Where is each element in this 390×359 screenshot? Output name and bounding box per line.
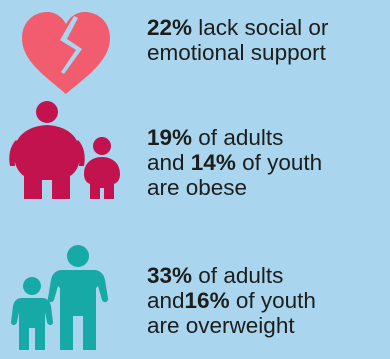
- support-stat: 22% lack social or emotional support: [147, 15, 328, 65]
- overweight-line-1-text: of adults: [192, 263, 284, 288]
- overweight-adult-and-child-icon: [11, 245, 109, 350]
- obese-stat: 19% of adults and 14% of youth are obese: [147, 125, 322, 200]
- obese-adult-and-child-icon: [9, 101, 120, 199]
- overweight-line-3-text: are overweight: [147, 313, 295, 338]
- overweight-line-2-prefix: and: [147, 288, 185, 313]
- overweight-line-2-text: of youth: [229, 288, 316, 313]
- obese-line-1-text: of adults: [192, 125, 284, 150]
- overweight-stat-line-1: 33% of adults: [147, 263, 316, 288]
- obese-line-3-text: are obese: [147, 175, 248, 200]
- obese-line-2-text: of youth: [235, 150, 323, 175]
- obese-line-2-prefix: and: [147, 150, 191, 175]
- obese-adults-percent: 19%: [147, 125, 193, 150]
- support-percent: 22%: [147, 15, 193, 40]
- support-stat-line-1: 22% lack social or: [147, 15, 328, 40]
- overweight-adults-percent: 33%: [147, 263, 193, 288]
- support-line-2-text: emotional support: [147, 40, 326, 65]
- obese-stat-line-2: and 14% of youth: [147, 150, 322, 175]
- obese-stat-line-1: 19% of adults: [147, 125, 322, 150]
- broken-heart-icon: [22, 12, 110, 94]
- overweight-stat-line-2: and16% of youth: [147, 288, 316, 313]
- overweight-youth-percent: 16%: [184, 288, 230, 313]
- overweight-stat: 33% of adults and16% of youth are overwe…: [147, 263, 316, 338]
- obese-youth-percent: 14%: [190, 150, 236, 175]
- support-line-1-text: lack social or: [192, 15, 329, 40]
